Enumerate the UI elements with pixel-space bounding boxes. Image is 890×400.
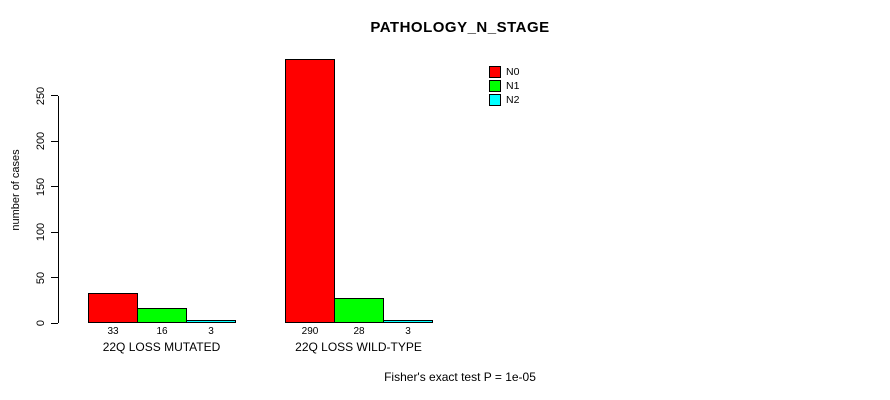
legend-item-n0: N0 bbox=[489, 65, 519, 79]
y-tick bbox=[51, 231, 58, 233]
y-tick bbox=[51, 322, 58, 324]
legend-swatch-n1 bbox=[489, 80, 501, 92]
legend-item-n1: N1 bbox=[489, 79, 519, 93]
bar-n0-group-1 bbox=[88, 293, 138, 323]
legend-label: N1 bbox=[506, 80, 520, 92]
x-category-label-2: 22Q LOSS WILD-TYPE bbox=[295, 340, 422, 354]
bar-n2-group-1 bbox=[186, 320, 236, 323]
y-tick-label: 50 bbox=[35, 271, 47, 284]
bar-n0-group-2 bbox=[285, 59, 335, 323]
legend-label: N2 bbox=[506, 94, 520, 106]
y-axis-line bbox=[58, 95, 59, 323]
y-tick bbox=[51, 95, 58, 96]
bar-n1-group-2 bbox=[334, 298, 384, 323]
y-axis-label: number of cases bbox=[10, 149, 22, 231]
chart-title: PATHOLOGY_N_STAGE bbox=[370, 19, 550, 36]
y-tick bbox=[51, 277, 58, 278]
legend-swatch-n0 bbox=[489, 66, 501, 78]
y-tick-label: 200 bbox=[35, 131, 47, 151]
bar-value-label: 3 bbox=[208, 326, 214, 337]
fisher-test-annotation: Fisher's exact test P = 1e-05 bbox=[384, 370, 536, 384]
y-tick-label: 250 bbox=[35, 86, 47, 105]
bar-value-label: 290 bbox=[301, 326, 319, 337]
y-tick-label: 150 bbox=[35, 177, 47, 196]
legend-item-n2: N2 bbox=[489, 93, 519, 107]
legend-swatch-n2 bbox=[489, 94, 501, 106]
y-tick bbox=[51, 140, 58, 142]
x-category-label-1: 22Q LOSS MUTATED bbox=[102, 340, 221, 354]
y-tick-label: 0 bbox=[35, 319, 47, 327]
bar-n1-group-1 bbox=[137, 308, 187, 323]
bar-value-label: 33 bbox=[107, 326, 119, 337]
bar-value-label: 3 bbox=[405, 326, 411, 337]
bar-value-label: 16 bbox=[156, 326, 168, 337]
legend-label: N0 bbox=[506, 66, 520, 78]
legend: N0 N1 N2 bbox=[489, 65, 519, 107]
y-tick-label: 100 bbox=[35, 222, 47, 242]
bar-value-label: 28 bbox=[353, 326, 365, 337]
bar-n2-group-2 bbox=[383, 320, 433, 323]
y-tick bbox=[51, 186, 58, 187]
